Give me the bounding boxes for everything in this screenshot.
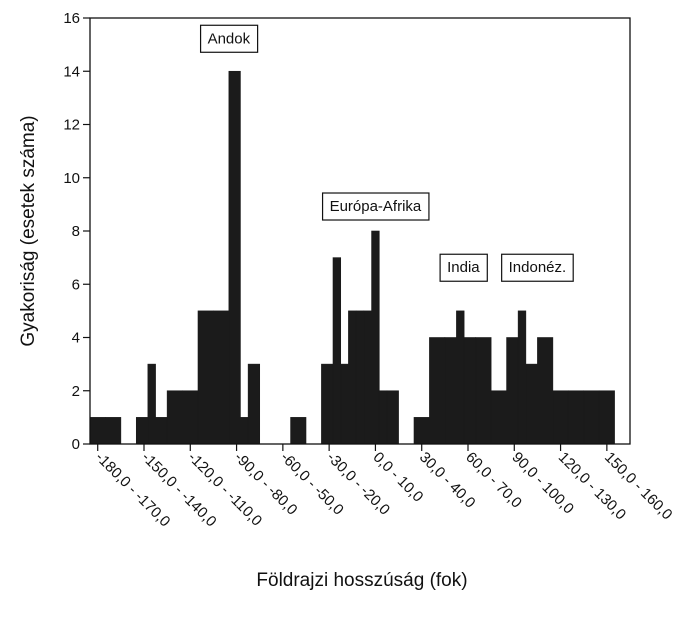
y-tick-label: 12 bbox=[63, 117, 80, 134]
annotation-label: Európa-Afrika bbox=[330, 198, 422, 215]
histogram-bar bbox=[147, 363, 156, 445]
x-axis-label: Földrajzi hosszúság (fok) bbox=[256, 570, 467, 591]
histogram-bar bbox=[240, 417, 249, 445]
histogram-bar bbox=[378, 390, 388, 445]
histogram-bar bbox=[247, 363, 261, 445]
histogram-bar bbox=[348, 310, 357, 445]
annotation-label: Andok bbox=[208, 30, 251, 47]
y-axis: 0 2 4 6 8 10 12 14 16 bbox=[63, 10, 90, 453]
histogram-bar bbox=[490, 390, 507, 445]
histogram-bar bbox=[105, 417, 122, 445]
y-tick-label: 0 bbox=[72, 436, 80, 453]
annotation-box: India bbox=[439, 253, 488, 282]
y-tick-label: 6 bbox=[72, 276, 80, 293]
histogram-bar bbox=[537, 337, 554, 445]
histogram-bar bbox=[525, 363, 538, 445]
y-tick-label: 10 bbox=[63, 170, 80, 187]
histogram-bar bbox=[552, 390, 569, 445]
histogram-bar bbox=[363, 310, 372, 445]
histogram-bar bbox=[197, 310, 214, 445]
histogram-bar bbox=[155, 417, 168, 445]
annotation-frame bbox=[321, 192, 430, 221]
annotation-label: Indonéz. bbox=[509, 259, 567, 276]
histogram-bar bbox=[598, 390, 615, 445]
histogram-bar bbox=[517, 310, 527, 445]
histogram-bar bbox=[135, 417, 149, 445]
histogram-bar bbox=[456, 310, 465, 445]
histogram-bar bbox=[355, 310, 365, 445]
y-tick-label: 2 bbox=[72, 383, 80, 400]
annotations-group: Andok Európa-Afrika India Indonéz. bbox=[199, 24, 574, 282]
histogram-bar bbox=[413, 417, 430, 445]
histogram-bar bbox=[386, 390, 399, 445]
annotation-box: Indonéz. bbox=[501, 253, 574, 282]
y-tick-label: 8 bbox=[72, 223, 80, 240]
histogram-bar bbox=[475, 337, 492, 445]
histogram-bar bbox=[429, 337, 446, 445]
y-tick-label: 16 bbox=[63, 10, 80, 27]
x-axis: -180,0 - -170,0-150,0 - -140,0-120,0 - -… bbox=[92, 444, 676, 530]
histogram-bar bbox=[583, 390, 600, 445]
annotation-box: Európa-Afrika bbox=[321, 192, 430, 221]
histogram-bar bbox=[89, 417, 106, 445]
histogram-bar bbox=[213, 310, 230, 445]
histogram-bar bbox=[567, 390, 585, 445]
histogram-bar bbox=[506, 337, 519, 445]
histogram-bar bbox=[321, 363, 334, 445]
annotation-frame bbox=[199, 24, 259, 53]
y-axis-label: Gyakoriság (esetek száma) bbox=[18, 115, 39, 346]
histogram-bar bbox=[166, 390, 183, 445]
histogram-bar bbox=[340, 363, 349, 445]
histogram-bar bbox=[228, 70, 241, 445]
y-tick-label: 4 bbox=[72, 330, 80, 347]
annotation-box: Andok bbox=[199, 24, 259, 53]
histogram-bar bbox=[444, 337, 457, 445]
y-tick-label: 14 bbox=[63, 63, 80, 80]
annotation-frame bbox=[439, 253, 488, 282]
annotation-label: India bbox=[447, 259, 480, 276]
histogram-bar bbox=[182, 390, 199, 445]
histogram-bar bbox=[463, 337, 477, 445]
annotation-frame bbox=[501, 253, 574, 282]
histogram-bar bbox=[332, 257, 342, 445]
histogram-bar bbox=[371, 230, 380, 445]
histogram-bar bbox=[290, 417, 307, 445]
